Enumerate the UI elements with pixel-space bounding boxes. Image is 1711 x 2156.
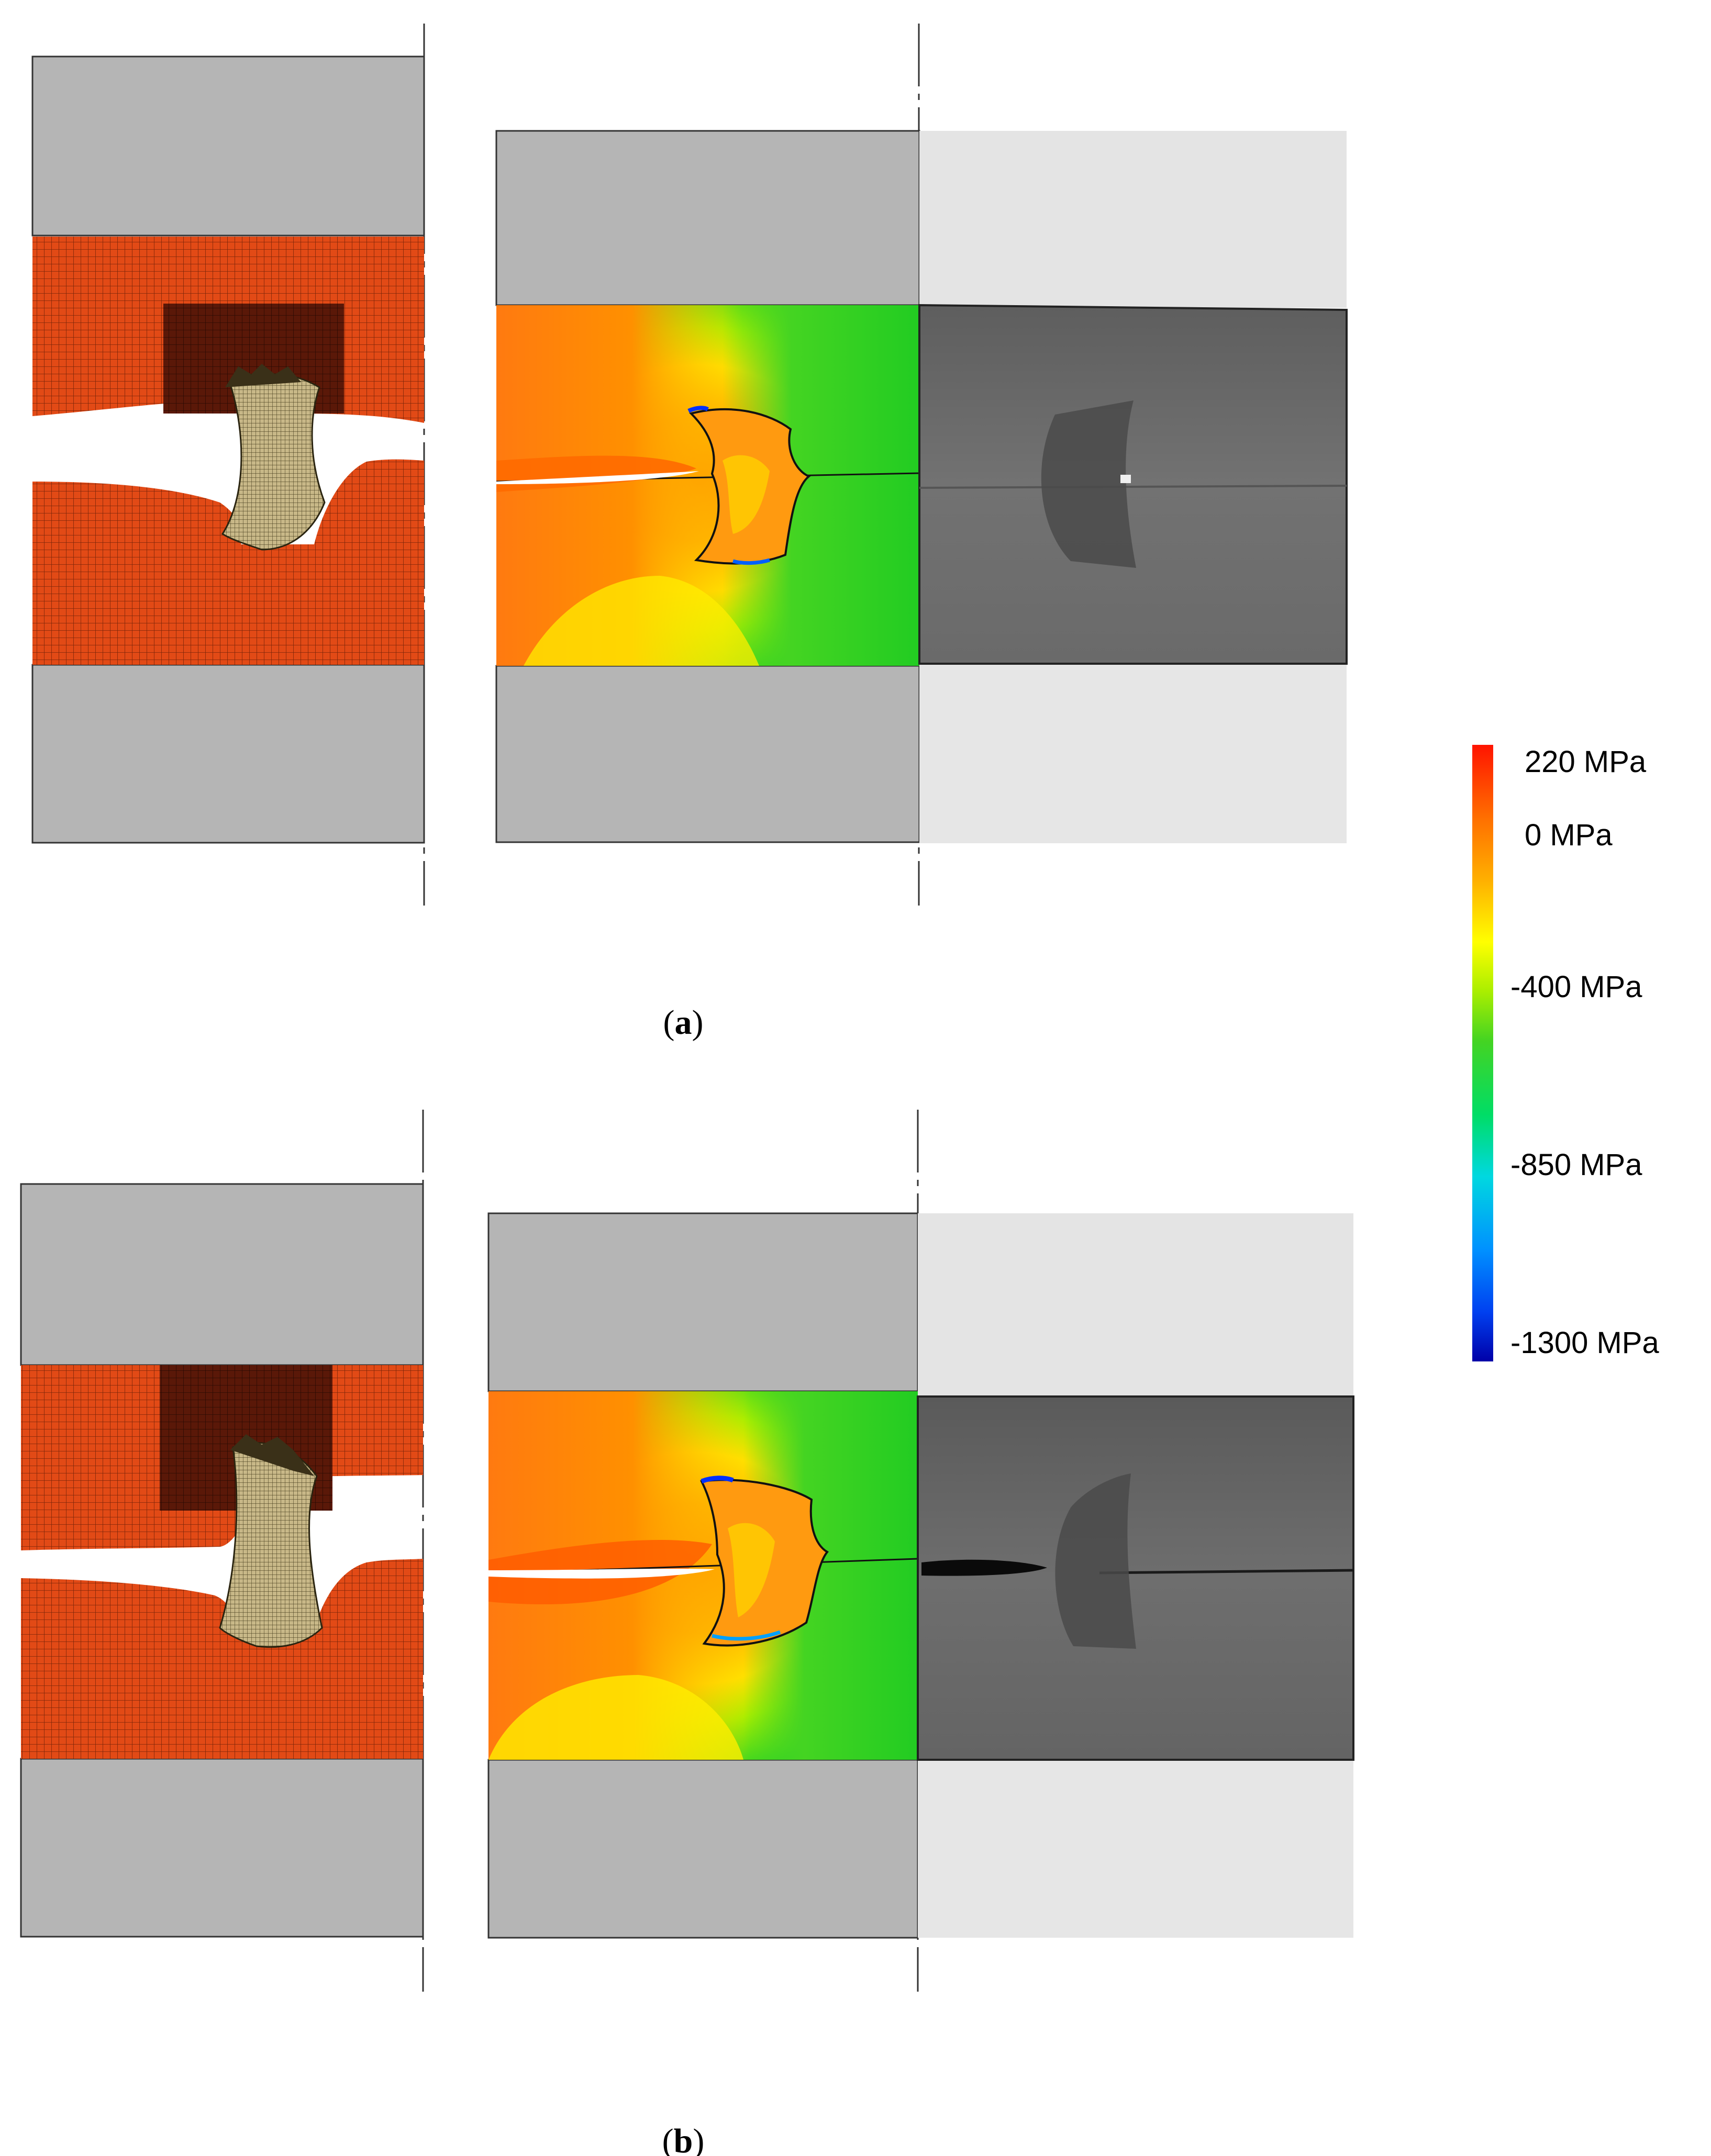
experiment-photo-a [918, 131, 1348, 843]
caption-b-letter: b [674, 2122, 693, 2156]
lower-die-a [31, 664, 425, 844]
lower-die-contour-a [495, 665, 920, 843]
photo-lower-die-a [919, 664, 1347, 843]
caption-a-letter: a [675, 1003, 692, 1042]
mesh-model-b [20, 1183, 424, 1938]
photo-interface-a [919, 485, 1347, 489]
photo-upper-die-b [918, 1213, 1353, 1397]
photo-joint-b [917, 1395, 1354, 1761]
compression-spot-2-b [712, 1630, 781, 1641]
crack-gap-b [488, 1569, 715, 1579]
crack-gap-a [496, 471, 699, 484]
caption-a: (a) [663, 1003, 704, 1042]
upper-die-contour-a [495, 130, 920, 306]
rivet-core-b [728, 1523, 775, 1617]
legend-label-220: 220 MPa [1525, 745, 1647, 779]
rivet-core-a [723, 455, 770, 534]
upper-die-contour-b [487, 1212, 919, 1392]
compression-spot-b [701, 1476, 734, 1484]
upper-die-a [31, 55, 425, 237]
legend-color-bar [1472, 745, 1493, 1361]
stress-legend: 220 MPa 0 MPa -400 MPa -850 MPa -1300 MP… [1472, 745, 1659, 1361]
legend-label-0: 0 MPa [1525, 818, 1613, 852]
photo-lower-die-b [918, 1760, 1353, 1938]
stress-yellow-lobe-a [524, 576, 759, 666]
lower-die-b [20, 1758, 424, 1938]
rivet-tip-a [225, 364, 301, 387]
caption-b: (b) [662, 2122, 705, 2156]
photo-rivet-a [1041, 400, 1136, 568]
photo-interface-b [1099, 1569, 1354, 1574]
stress-contour-b [487, 1212, 919, 1939]
photo-rivet-tip-a [1120, 475, 1131, 483]
rivet-b [219, 1442, 323, 1648]
panel-b: (b) [20, 1110, 1354, 2156]
compression-spot-a [687, 406, 709, 413]
legend-label-minus400: -400 MPa [1510, 970, 1642, 1004]
photo-rivet-b [1055, 1473, 1136, 1649]
stress-contour-a [495, 130, 920, 843]
mesh-model-a [31, 55, 425, 844]
rivet-tip-b [230, 1434, 314, 1476]
lower-die-contour-b [487, 1759, 919, 1939]
photo-upper-die-a [919, 131, 1347, 308]
lower-sheet-a [32, 459, 424, 665]
lower-sheet-b [21, 1559, 423, 1759]
legend-label-minus1300: -1300 MPa [1510, 1326, 1659, 1360]
rivet-a [221, 373, 326, 551]
photo-joint-a [918, 304, 1348, 665]
upper-die-b [20, 1183, 424, 1366]
stress-yellow-lobe-b [488, 1675, 743, 1760]
panel-a: (a) [31, 24, 1348, 1042]
photo-gap-b [921, 1559, 1047, 1576]
legend-label-minus850: -850 MPa [1510, 1148, 1642, 1182]
compression-spot-2-a [732, 558, 771, 565]
experiment-photo-b [917, 1213, 1354, 1938]
